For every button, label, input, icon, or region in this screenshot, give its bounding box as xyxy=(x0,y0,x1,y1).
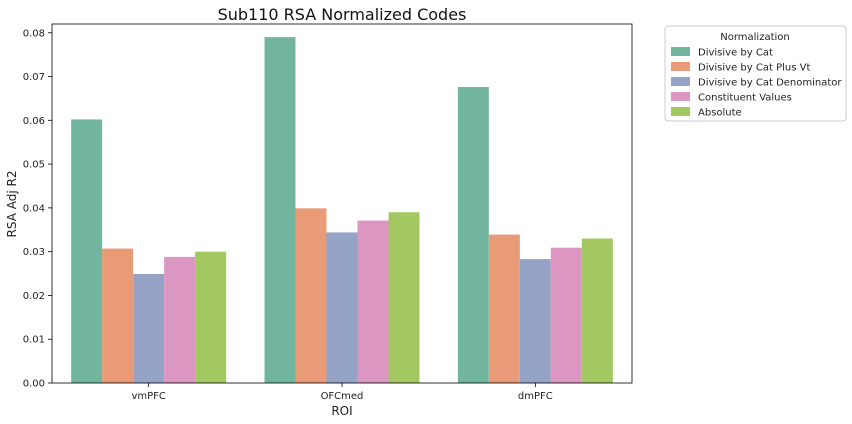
legend-swatch xyxy=(671,92,690,101)
legend-swatch xyxy=(671,47,690,56)
legend-entry-label: Constituent Values xyxy=(698,93,792,104)
legend-title: Normalization xyxy=(720,32,790,43)
bar xyxy=(388,212,420,383)
y-tick-label: 0.00 xyxy=(23,379,45,390)
x-axis-label: ROI xyxy=(331,404,352,418)
bar xyxy=(195,251,227,383)
y-tick-label: 0.04 xyxy=(23,203,45,214)
x-axis: vmPFC OFCmed dmPFC xyxy=(131,383,553,402)
bar xyxy=(164,256,196,383)
y-tick-label: 0.01 xyxy=(23,335,45,346)
bar xyxy=(71,119,103,383)
y-tick-label: 0.05 xyxy=(23,160,45,171)
x-tick-label: vmPFC xyxy=(131,391,165,402)
legend-box xyxy=(664,25,847,122)
legend-entry-label: Divisive by Cat xyxy=(698,48,773,59)
legend-entry-label: Divisive by Cat Denominator xyxy=(698,78,842,89)
bar xyxy=(295,208,327,383)
bar xyxy=(326,232,358,383)
x-tick-label: dmPFC xyxy=(518,391,553,402)
legend-entry-label: Absolute xyxy=(698,108,742,119)
bar xyxy=(133,273,165,383)
y-axis-label: RSA Adj R2 xyxy=(5,171,19,238)
chart-title: Sub110 RSA Normalized Codes xyxy=(218,5,467,24)
legend: Normalization Divisive by Cat Divisive by… xyxy=(664,25,847,122)
bar xyxy=(488,234,520,383)
bar xyxy=(550,247,582,383)
bar xyxy=(457,87,489,384)
y-axis: 0.00 0.01 0.02 0.03 0.04 0.05 0.06 0.07 0.08 xyxy=(23,28,52,390)
y-tick-label: 0.07 xyxy=(23,72,45,83)
y-tick-label: 0.06 xyxy=(23,116,45,127)
legend-swatch xyxy=(671,77,690,86)
bar xyxy=(581,238,613,383)
y-tick-label: 0.03 xyxy=(23,247,45,258)
legend-swatch xyxy=(671,107,690,116)
bar xyxy=(102,248,134,383)
bar xyxy=(264,37,296,383)
bar xyxy=(519,259,551,383)
y-tick-label: 0.08 xyxy=(23,28,45,39)
bar xyxy=(357,220,389,383)
plot-area xyxy=(71,37,613,384)
legend-entry-label: Divisive by Cat Plus Vt xyxy=(698,63,810,74)
legend-swatch xyxy=(671,62,690,71)
y-tick-label: 0.02 xyxy=(23,291,45,302)
x-tick-label: OFCmed xyxy=(321,391,364,402)
